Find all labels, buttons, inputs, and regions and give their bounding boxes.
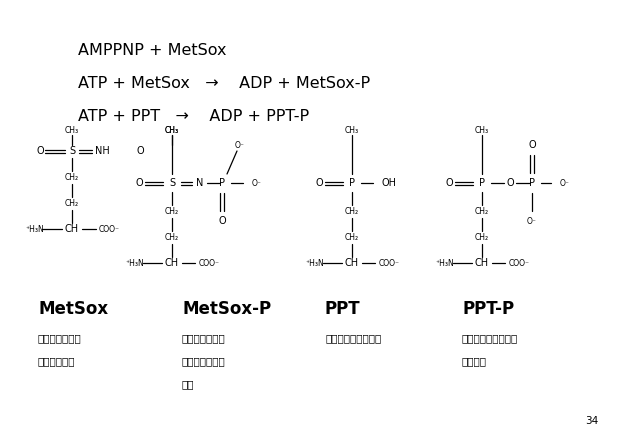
Text: ミン: ミン: [182, 379, 194, 389]
Text: CH: CH: [165, 258, 179, 268]
Text: CH₃: CH₃: [165, 126, 179, 135]
Text: N: N: [196, 178, 204, 188]
Text: O⁻: O⁻: [527, 216, 537, 226]
Text: S: S: [169, 178, 175, 188]
Text: リン酸化ホスフィノ: リン酸化ホスフィノ: [462, 333, 518, 343]
Text: COO⁻: COO⁻: [379, 258, 399, 268]
Text: ⁺H₃N: ⁺H₃N: [25, 225, 44, 233]
Text: COO⁻: COO⁻: [99, 225, 120, 233]
Text: CH₂: CH₂: [345, 233, 359, 241]
Text: O: O: [445, 178, 453, 188]
Text: ⁺H₃N: ⁺H₃N: [306, 258, 324, 268]
Text: CH: CH: [475, 258, 489, 268]
Text: O⁻: O⁻: [560, 179, 570, 187]
Text: NH: NH: [94, 146, 110, 156]
Text: CH₃: CH₃: [475, 126, 489, 135]
Text: O⁻: O⁻: [252, 179, 262, 187]
Text: MetSox: MetSox: [38, 300, 108, 318]
Text: O⁻: O⁻: [235, 141, 245, 149]
Text: CH₂: CH₂: [345, 206, 359, 215]
Text: メチオニンスル: メチオニンスル: [38, 333, 82, 343]
Text: S: S: [69, 146, 75, 156]
Text: CH₂: CH₂: [165, 206, 179, 215]
Text: MetSox-P: MetSox-P: [182, 300, 271, 318]
Text: P: P: [479, 178, 485, 188]
Text: COO⁻: COO⁻: [508, 258, 529, 268]
Text: ホスフィノスリシン: ホスフィノスリシン: [325, 333, 381, 343]
Text: ニンスフォキシ: ニンスフォキシ: [182, 356, 226, 366]
Text: CH: CH: [65, 224, 79, 234]
Text: CH₂: CH₂: [65, 198, 79, 208]
Text: ATP + PPT   →    ADP + PPT-P: ATP + PPT → ADP + PPT-P: [78, 109, 309, 124]
Text: CH₂: CH₂: [475, 206, 489, 215]
Text: O: O: [136, 146, 144, 156]
Text: P: P: [349, 178, 355, 188]
Text: O: O: [135, 178, 143, 188]
Text: CH₂: CH₂: [65, 173, 79, 181]
Text: O: O: [36, 146, 44, 156]
Text: CH: CH: [345, 258, 359, 268]
Text: CH₂: CH₂: [475, 233, 489, 241]
Text: O: O: [528, 140, 536, 150]
Text: スリシン: スリシン: [462, 356, 487, 366]
Text: CH₃: CH₃: [65, 126, 79, 135]
Text: ATP + MetSox   →    ADP + MetSox-P: ATP + MetSox → ADP + MetSox-P: [78, 76, 370, 91]
Text: フォキシミン: フォキシミン: [38, 356, 75, 366]
Text: O: O: [506, 178, 514, 188]
Text: CH₃: CH₃: [345, 126, 359, 135]
Text: ⁺H₃N: ⁺H₃N: [436, 258, 454, 268]
Text: 34: 34: [585, 416, 598, 426]
Text: AMPPNP + MetSox: AMPPNP + MetSox: [78, 43, 227, 58]
Text: OH: OH: [382, 178, 397, 188]
Text: ⁺H₃N: ⁺H₃N: [125, 258, 144, 268]
Text: PPT-P: PPT-P: [462, 300, 514, 318]
Text: O: O: [218, 216, 226, 226]
Text: PPT: PPT: [325, 300, 361, 318]
Text: P: P: [219, 178, 225, 188]
Text: COO⁻: COO⁻: [199, 258, 220, 268]
Text: P: P: [529, 178, 535, 188]
Text: CH₃: CH₃: [165, 126, 179, 135]
Text: O: O: [315, 178, 323, 188]
Text: リン酸化メチオ: リン酸化メチオ: [182, 333, 226, 343]
Text: CH₂: CH₂: [165, 233, 179, 241]
